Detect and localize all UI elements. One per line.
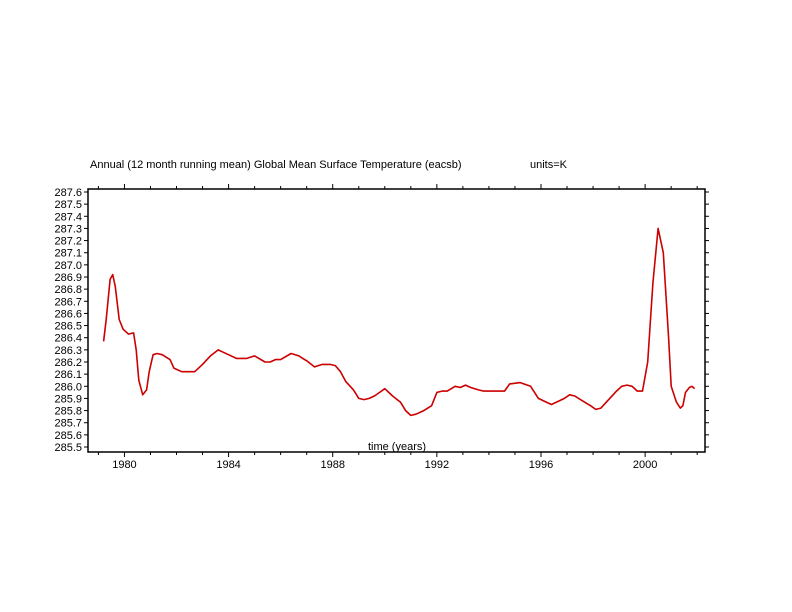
y-tick-label: 287.4 bbox=[54, 211, 82, 223]
y-tick-label: 287.3 bbox=[54, 223, 82, 235]
y-axis-right bbox=[705, 191, 709, 448]
y-tick-label: 285.9 bbox=[54, 393, 82, 405]
series-line bbox=[102, 227, 696, 417]
y-tick-label: 286.5 bbox=[54, 321, 82, 333]
x-axis-top bbox=[97, 184, 698, 189]
x-axis-bottom: 1980 1984 1988 1992 1996 2000 bbox=[97, 452, 698, 471]
plot-frame bbox=[87, 188, 706, 453]
y-tick-label: 287.0 bbox=[54, 260, 82, 272]
y-tick-label: 286.7 bbox=[54, 296, 82, 308]
x-tick-label: 1984 bbox=[216, 459, 240, 471]
x-tick-label: 1980 bbox=[112, 459, 136, 471]
y-tick-label: 286.2 bbox=[54, 357, 82, 369]
y-tick-label: 285.8 bbox=[54, 406, 82, 418]
y-tick-label: 286.6 bbox=[54, 308, 82, 320]
x-tick-label: 1996 bbox=[529, 459, 553, 471]
x-tick-label: 1988 bbox=[320, 459, 344, 471]
y-tick-label: 287.2 bbox=[54, 236, 82, 248]
x-axis-label: time (years) bbox=[368, 441, 426, 453]
y-tick-label: 286.8 bbox=[54, 284, 82, 296]
y-tick-label: 287.5 bbox=[54, 199, 82, 211]
y-tick-label: 286.0 bbox=[54, 381, 82, 393]
chart-title: Annual (12 month running mean) Global Me… bbox=[90, 159, 462, 171]
x-tick-label: 2000 bbox=[633, 459, 657, 471]
y-axis-left: 285.5285.6285.7285.8285.9286.0286.1286.2… bbox=[54, 187, 88, 454]
y-tick-label: 286.9 bbox=[54, 272, 82, 284]
y-tick-label: 286.3 bbox=[54, 345, 82, 357]
y-tick-label: 285.7 bbox=[54, 418, 82, 430]
y-tick-label: 287.1 bbox=[54, 248, 82, 260]
x-tick-label: 1992 bbox=[425, 459, 449, 471]
y-tick-label: 286.4 bbox=[54, 333, 82, 345]
y-tick-label: 287.6 bbox=[54, 187, 82, 199]
y-tick-label: 286.1 bbox=[54, 369, 82, 381]
y-tick-label: 285.5 bbox=[54, 442, 82, 454]
y-tick-label: 285.6 bbox=[54, 430, 82, 442]
units-label: units=K bbox=[530, 159, 568, 171]
series-group bbox=[102, 227, 696, 417]
